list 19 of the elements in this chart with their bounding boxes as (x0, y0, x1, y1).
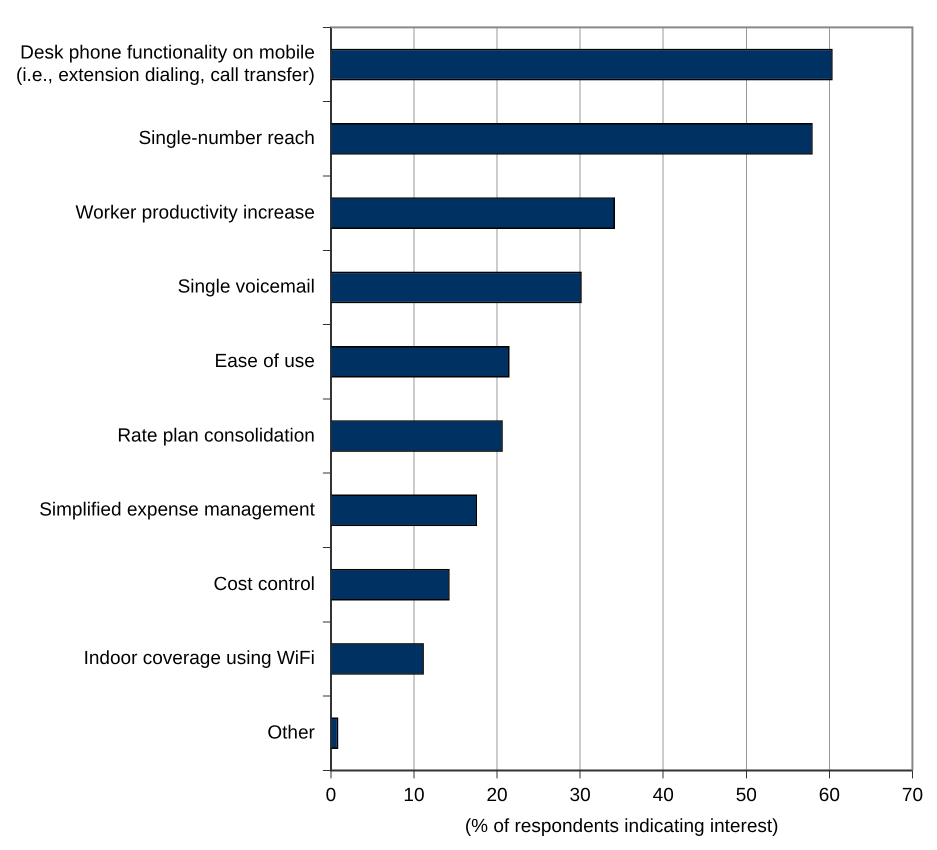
x-tick-label: 0 (326, 785, 336, 806)
x-tick-label: 50 (736, 785, 757, 806)
x-tick-label: 40 (652, 785, 674, 806)
y-tick-label: Single voicemail (178, 276, 315, 298)
y-tick-label: Single-number reach (138, 128, 315, 150)
x-tick-label: 30 (570, 785, 591, 806)
x-tick-label: 10 (403, 785, 425, 806)
y-tick-label: Ease of use (214, 350, 315, 372)
x-tick-label: 20 (486, 785, 508, 806)
x-axis-title: (% of respondents indicating interest) (464, 816, 778, 837)
y-tick-label: Indoor coverage using WiFi (84, 648, 315, 670)
x-tick-label: 60 (818, 785, 840, 806)
y-tick-label: Simplified expense management (39, 500, 316, 521)
y-tick-label: Desk phone functionality on mobile (i.e., extension dialing, call transfer) (16, 42, 315, 86)
x-tick-label: 70 (902, 785, 924, 806)
y-tick-label: Rate plan consolidation (117, 425, 315, 446)
y-tick-label: Cost control (213, 574, 315, 595)
y-tick-label: Worker productivity increase (76, 202, 315, 224)
y-tick-label: Other (267, 722, 316, 744)
